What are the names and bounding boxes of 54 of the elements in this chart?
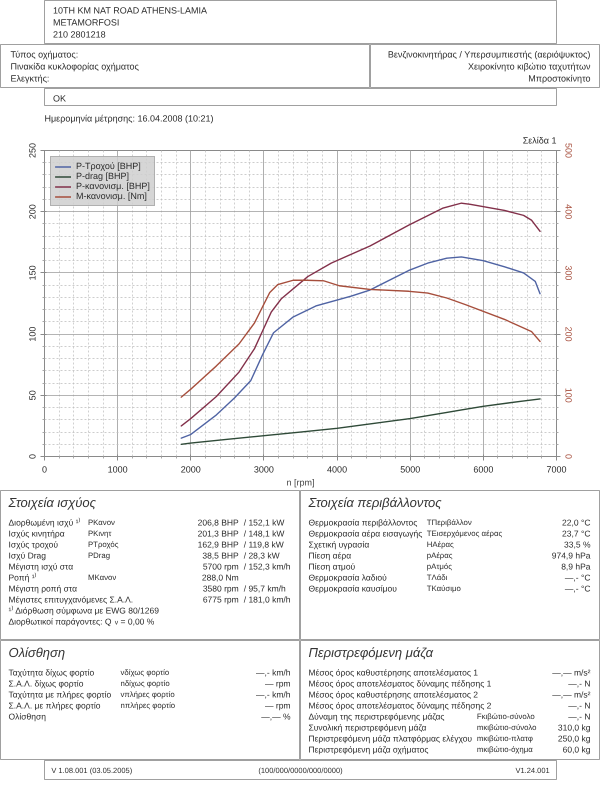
text: Μέσος όρος καθυστέρησης αποτελέσματος 1 —,— m/s² [308,668,591,678]
x-tick-label: 4000 [327,464,348,474]
y2-tick-label: 500 [564,142,574,158]
chart-title: Ημερομηνία μέτρησης: 16.04.2008 (10:21) [44,114,214,124]
text: Χειροκίνητο κιβώτιο ταχυτήτων [468,62,591,72]
x-tick-label: 5000 [400,464,420,474]
line-series [180,398,541,445]
legend-label: P-κανονισμ. [BHP] [76,181,150,191]
y2-tick-label: 400 [564,204,574,220]
text: METAMORFOSI [53,18,120,28]
line-series [180,280,541,398]
y-tick-label: 100 [28,326,38,342]
text: Μέσος όρος καθυστέρησης αποτελέσματος 2 —,— m/s² [308,690,591,700]
y2-tick-label: 300 [564,265,574,280]
text: Ελεγκτής: [10,74,50,84]
y2-tick-label: 100 [564,388,574,403]
text: Στοιχεία περιβάλλοντος [308,495,442,510]
text: Μέσος όρος αποτελέσματος δύναμης πέδησης 2 —,- N [308,700,591,710]
x-tick-label: 6000 [473,464,494,474]
x-tick-label: 0 [42,464,48,474]
line-series [180,256,541,439]
text: OK [53,94,66,104]
text: 10TH KM NAT ROAD ATHENS-LAMIA [53,6,208,16]
y2-tick-label: 200 [564,326,574,342]
legend-label: P-drag [BHP] [76,171,130,181]
line-series [180,202,541,427]
text: Μπροστοκίνητο [528,74,591,84]
legend-label: P-Τροχού [BHP] [76,161,141,171]
text: 210 2801218 [53,30,106,40]
text: Βενζινοκινητήρας / Υπερσυμπιεστής (αεριόψυκτος) [388,50,590,60]
y-tick-label: 50 [28,390,38,400]
text: Στοιχεία ισχύος [8,495,97,510]
text: Μέγιστη ισχύ στα 5700 rpm / 152,3 km/h [8,562,291,572]
text: Περιστρεφόμενη μάζα [308,645,434,660]
legend-label: M-κανονισμ. [Nm] [76,191,147,201]
x-axis-title: n [rpm] [286,478,315,488]
y2-tick-label: 0 [564,454,574,460]
y-tick-label: 0 [28,454,38,460]
x-tick-label: 3000 [254,464,274,474]
y-tick-label: 200 [28,204,38,220]
x-tick-label: 7000 [546,464,567,474]
text: Ολίσθηση —,— % [8,712,290,722]
text: ¹⁾ Διόρθωση σύμφωνα με EWG 80/1269 [8,606,160,616]
text: Μέγιστη ροπή στα 3580 rpm / 95,7 km/h [8,584,286,594]
x-tick-label: 1000 [108,464,128,474]
text: Τύπος οχήματος: [10,50,78,60]
y-tick-label: 250 [28,142,38,158]
text: Πινακίδα κυκλοφορίας οχήματος [10,62,140,72]
y-tick-label: 150 [28,265,38,280]
text: Σελίδα 1 [522,136,557,146]
text: Μέγιστες επιτυγχανόμενες Σ.Α.Λ. 6775 rpm / 181,0 km/h [8,594,291,604]
x-tick-label: 2000 [180,464,201,474]
text: Ολίσθηση [8,645,66,660]
text: Μέσος όρος αποτελέσματος δύναμης πέδησης 1 —,- N [308,678,591,688]
